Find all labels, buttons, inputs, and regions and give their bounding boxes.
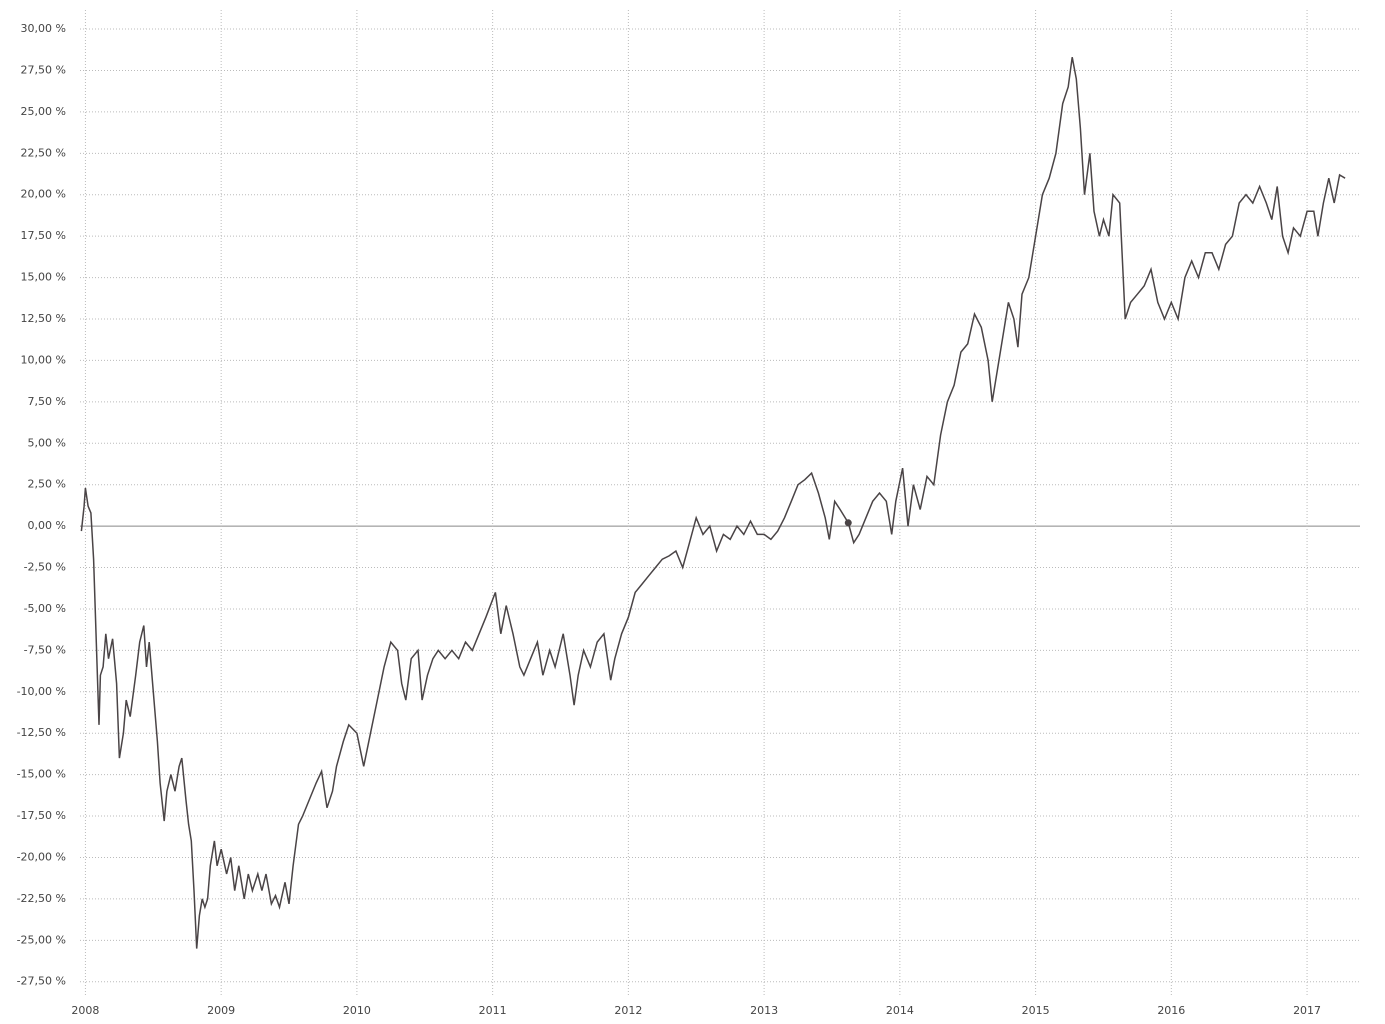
y-tick-label: -2,50 % [24, 561, 66, 574]
y-tick-label: 25,00 % [21, 105, 66, 118]
y-tick-label: 15,00 % [21, 271, 66, 284]
x-tick-label: 2008 [71, 1004, 99, 1017]
x-tick-label: 2010 [343, 1004, 371, 1017]
highlight-point [844, 519, 852, 527]
x-tick-label: 2011 [479, 1004, 507, 1017]
y-tick-label: 27,50 % [21, 63, 66, 76]
y-tick-label: 12,50 % [21, 312, 66, 325]
y-tick-label: -15,00 % [17, 768, 66, 781]
x-tick-label: 2016 [1157, 1004, 1185, 1017]
y-tick-label: 10,00 % [21, 353, 66, 366]
y-tick-label: 5,00 % [28, 436, 66, 449]
y-tick-label: -5,00 % [24, 602, 66, 615]
x-tick-label: 2015 [1022, 1004, 1050, 1017]
y-tick-label: -10,00 % [17, 685, 66, 698]
line [80, 57, 1346, 949]
y-tick-label: 0,00 % [28, 519, 66, 532]
x-tick-label: 2013 [750, 1004, 778, 1017]
y-tick-label: -20,00 % [17, 850, 66, 863]
y-tick-label: 17,50 % [21, 229, 66, 242]
y-tick-label: 2,50 % [28, 478, 66, 491]
x-tick-label: 2009 [207, 1004, 235, 1017]
y-tick-label: 7,50 % [28, 395, 66, 408]
y-tick-label: 22,50 % [21, 146, 66, 159]
y-tick-label: 30,00 % [21, 22, 66, 35]
y-tick-label: -22,50 % [17, 892, 66, 905]
x-tick-label: 2012 [614, 1004, 642, 1017]
y-tick-label: -12,50 % [17, 726, 66, 739]
x-tick-label: 2017 [1293, 1004, 1321, 1017]
y-tick-label: -25,00 % [17, 933, 66, 946]
y-tick-label: 20,00 % [21, 188, 66, 201]
y-tick-label: -7,50 % [24, 643, 66, 656]
x-tick-label: 2014 [886, 1004, 914, 1017]
y-tick-label: -27,50 % [17, 975, 66, 988]
y-tick-label: -17,50 % [17, 809, 66, 822]
